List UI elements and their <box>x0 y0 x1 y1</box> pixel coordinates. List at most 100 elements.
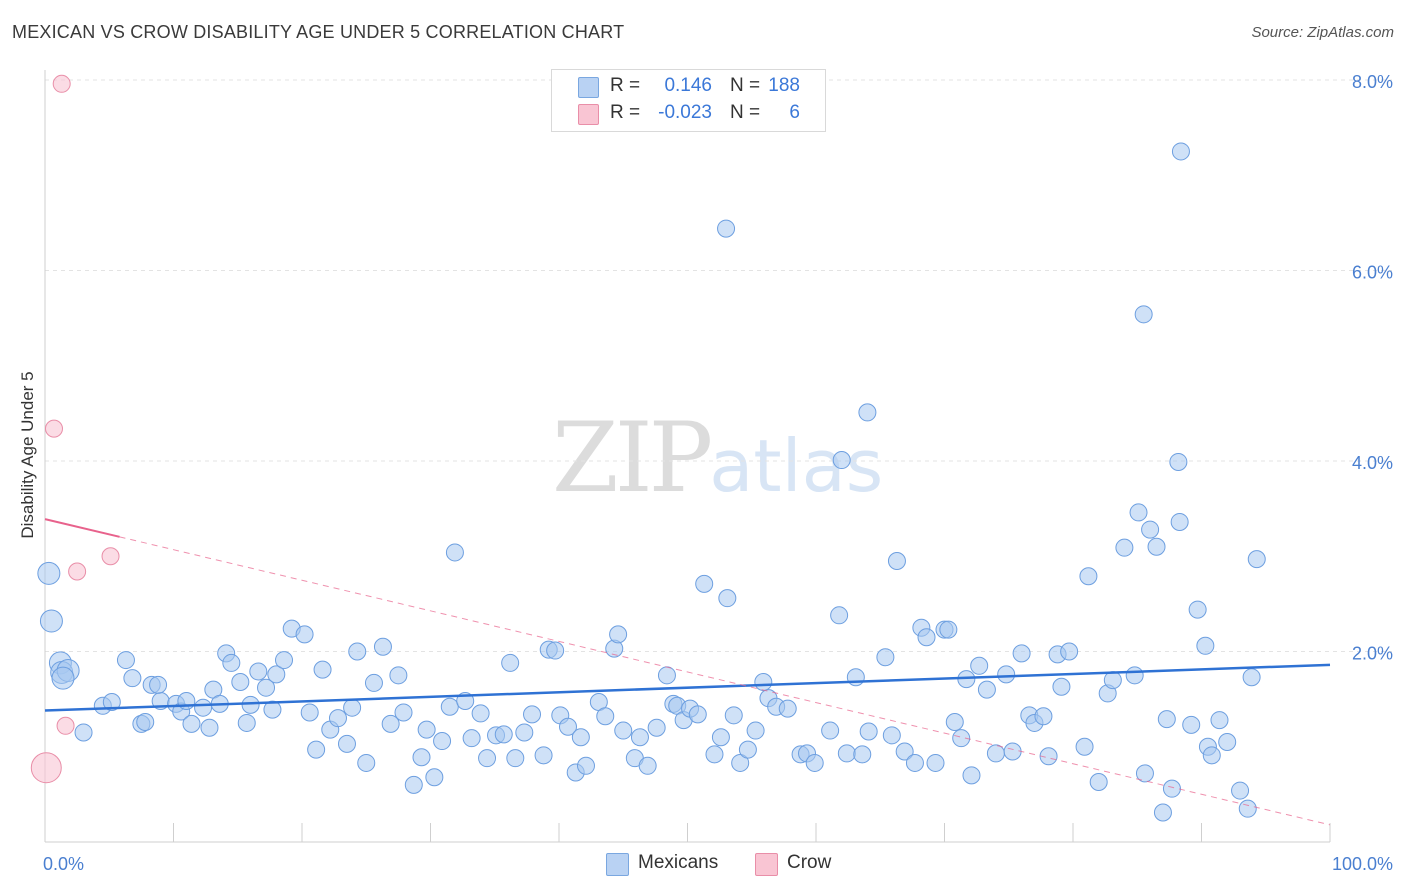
legend-r-value: 0.146 <box>664 75 712 96</box>
data-point-mexicans <box>688 705 707 724</box>
data-point-mexicans <box>373 637 392 656</box>
data-point-mexicans <box>876 648 895 667</box>
data-point-mexicans <box>1141 520 1160 539</box>
data-point-mexicans <box>962 766 981 785</box>
data-point-mexicans <box>977 680 996 699</box>
data-point-mexicans <box>417 720 436 739</box>
data-point-mexicans <box>300 703 319 722</box>
data-point-mexicans <box>1034 707 1053 726</box>
data-point-mexicans <box>1060 642 1079 661</box>
data-point-crow <box>101 547 120 566</box>
data-point-mexicans <box>630 728 649 747</box>
data-point-mexicans <box>149 675 168 694</box>
data-point-mexicans <box>1125 666 1144 685</box>
data-point-mexicans <box>718 589 737 608</box>
data-point-mexicans <box>471 704 490 723</box>
legend-r-label: R = <box>610 75 641 96</box>
y-axis-title: Disability Age Under 5 <box>18 371 37 539</box>
data-point-mexicans <box>1196 636 1215 655</box>
data-point-mexicans <box>859 722 878 741</box>
watermark-zip: ZIP <box>552 402 713 514</box>
data-point-mexicans <box>404 775 423 794</box>
data-point-mexicans <box>1171 142 1190 161</box>
data-point-mexicans <box>858 403 877 422</box>
data-point-mexicans <box>123 669 142 688</box>
data-point-mexicans <box>724 706 743 725</box>
data-point-mexicans <box>1210 711 1229 730</box>
data-point-mexicans <box>445 543 464 562</box>
data-point-mexicans <box>328 709 347 728</box>
data-point-mexicans <box>39 609 63 633</box>
bottom-legend-swatch-crow <box>755 853 778 876</box>
data-point-mexicans <box>425 768 444 787</box>
data-point-mexicans <box>478 749 497 768</box>
data-point-mexicans <box>74 723 93 742</box>
data-point-mexicans <box>51 666 75 690</box>
data-point-mexicans <box>381 714 400 733</box>
data-point-mexicans <box>263 700 282 719</box>
data-point-mexicans <box>433 732 452 751</box>
data-point-mexicans <box>1157 710 1176 729</box>
data-point-mexicans <box>1153 803 1172 822</box>
data-point-mexicans <box>647 718 666 737</box>
data-point-mexicans <box>895 742 914 761</box>
data-point-mexicans <box>257 678 276 697</box>
bottom-legend-label-crow: Crow <box>787 852 832 873</box>
trendline-crow-dashed <box>119 536 1331 826</box>
data-point-mexicans <box>1089 772 1108 791</box>
data-point-mexicans <box>1162 779 1181 798</box>
source-label: Source: ZipAtlas.com <box>1251 24 1394 41</box>
data-point-mexicans <box>237 713 256 732</box>
y-tick-label: 2.0% <box>1352 644 1393 664</box>
data-point-mexicans <box>1169 452 1188 471</box>
data-point-mexicans <box>1188 600 1207 619</box>
data-point-mexicans <box>558 717 577 736</box>
data-point-mexicans <box>275 651 294 670</box>
data-point-mexicans <box>614 721 633 740</box>
data-point-mexicans <box>926 753 945 772</box>
data-point-mexicans <box>705 745 724 764</box>
data-point-mexicans <box>295 625 314 644</box>
data-point-mexicans <box>905 753 924 772</box>
data-point-mexicans <box>1182 715 1201 734</box>
data-point-mexicans <box>313 660 332 679</box>
data-point-mexicans <box>241 695 260 714</box>
data-point-crow <box>56 716 75 735</box>
data-point-mexicans <box>882 726 901 745</box>
data-point-mexicans <box>1115 538 1134 557</box>
watermark-atlas: atlas <box>709 424 884 508</box>
data-point-mexicans <box>695 574 714 593</box>
data-point-mexicans <box>1135 764 1154 783</box>
data-point-mexicans <box>638 756 657 775</box>
correlation-legend: R = 0.146 N = 188 R = -0.023 N = 6 <box>551 69 826 132</box>
bottom-legend-swatch-mexicans <box>606 853 629 876</box>
data-point-mexicans <box>754 672 773 691</box>
data-point-mexicans <box>1129 503 1148 522</box>
data-point-mexicans <box>462 729 481 748</box>
data-point-mexicans <box>1238 799 1257 818</box>
data-point-mexicans <box>657 666 676 685</box>
data-point-mexicans <box>821 721 840 740</box>
legend-n-value: 6 <box>789 102 800 123</box>
data-point-mexicans <box>711 728 730 747</box>
data-point-mexicans <box>200 718 219 737</box>
data-point-mexicans <box>37 561 61 585</box>
data-point-mexicans <box>194 698 213 717</box>
legend-n-label: N = <box>730 75 761 96</box>
legend-swatch-crow <box>578 104 599 125</box>
data-point-mexicans <box>116 651 135 670</box>
data-point-mexicans <box>389 666 408 685</box>
data-point-mexicans <box>1052 677 1071 696</box>
data-point-mexicans <box>501 653 520 672</box>
data-point-mexicans <box>1242 668 1261 687</box>
data-point-mexicans <box>357 753 376 772</box>
trendline-mexicans <box>44 663 1331 712</box>
data-point-crow <box>68 562 87 581</box>
legend-n-label: N = <box>730 102 761 123</box>
data-point-mexicans <box>343 698 362 717</box>
data-point-mexicans <box>348 642 367 661</box>
legend-r-label: R = <box>610 102 641 123</box>
data-point-mexicans <box>738 740 757 759</box>
data-point-mexicans <box>731 753 750 772</box>
data-point-mexicans <box>1247 550 1266 569</box>
